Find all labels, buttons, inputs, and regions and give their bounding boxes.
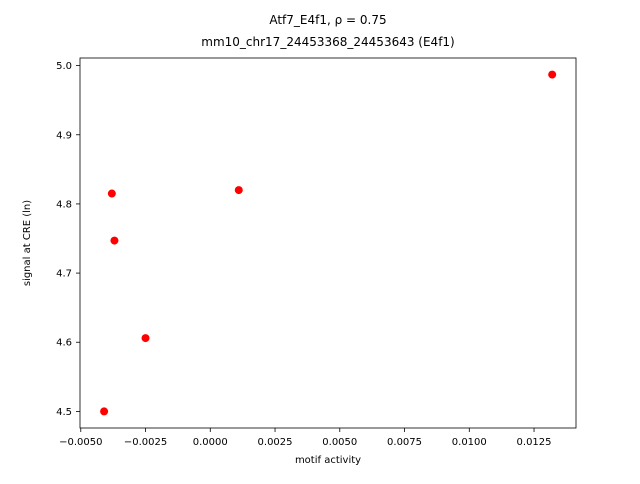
x-tick-label: 0.0075 — [387, 437, 422, 448]
y-tick-label: 4.6 — [56, 338, 72, 349]
y-axis-ticks: 4.5 4.6 4.7 4.8 4.9 5.0 — [56, 61, 80, 418]
chart-subtitle: mm10_chr17_24453368_24453643 (E4f1) — [201, 35, 454, 49]
scatter-point — [110, 236, 119, 245]
y-tick-label: 4.9 — [56, 130, 72, 141]
x-tick-label: 0.0125 — [517, 437, 552, 448]
x-tick-label: 0.0000 — [193, 437, 228, 448]
x-tick-label: 0.0025 — [258, 437, 293, 448]
x-tick-label: 0.0100 — [452, 437, 487, 448]
scatter-point — [107, 189, 116, 198]
y-tick-label: 4.7 — [56, 269, 72, 280]
x-tick-label: 0.0050 — [322, 437, 357, 448]
x-tick-label: −0.0050 — [59, 437, 102, 448]
scatter-point — [234, 186, 243, 195]
data-points — [100, 70, 557, 416]
chart-title: Atf7_E4f1, ρ = 0.75 — [269, 13, 386, 27]
x-axis-ticks: −0.0050 −0.0025 0.0000 0.0025 0.0050 0.0075 0.… — [59, 428, 552, 448]
x-tick-label: −0.0025 — [124, 437, 167, 448]
y-tick-label: 4.5 — [56, 407, 72, 418]
scatter-point — [548, 70, 557, 79]
y-tick-label: 5.0 — [56, 61, 72, 72]
plot-area — [79, 57, 577, 429]
y-axis-label: signal at CRE (ln) — [22, 200, 33, 286]
scatter-point — [100, 407, 109, 416]
x-axis-label: motif activity — [295, 455, 361, 466]
y-tick-label: 4.8 — [56, 199, 72, 210]
scatter-point — [141, 334, 150, 343]
